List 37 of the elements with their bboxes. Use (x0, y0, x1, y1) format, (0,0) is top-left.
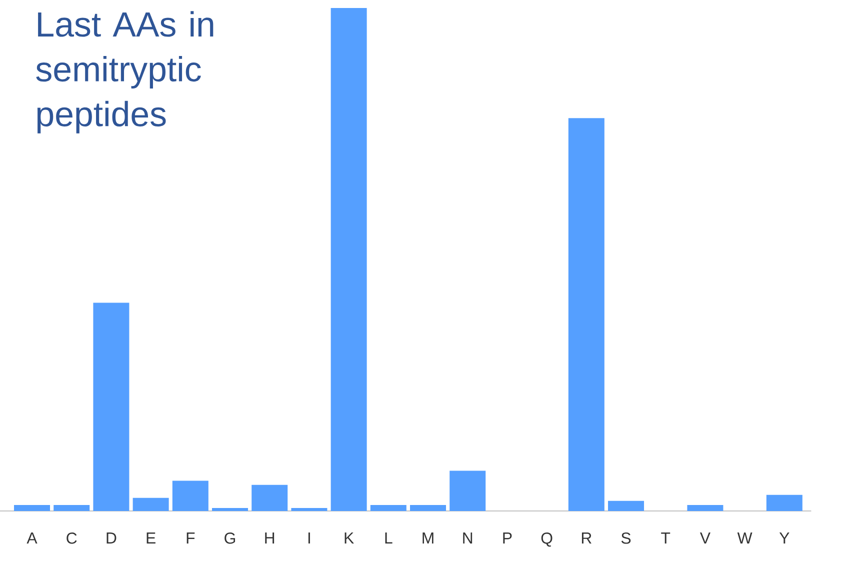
text: Last AAs in semitryptic peptides (36, 11, 214, 134)
x-tick-label: D (106, 532, 116, 544)
bar (410, 504, 446, 511)
bar (687, 504, 724, 511)
x-tick-label: G (224, 532, 236, 544)
bar (450, 470, 486, 511)
bar (252, 484, 288, 511)
x-tick-label: Y (779, 532, 790, 544)
bar (330, 8, 367, 511)
bar (93, 302, 130, 511)
bar (370, 504, 406, 511)
x-tick-label: S (621, 532, 631, 544)
x-tick-label: K (344, 532, 354, 544)
bar (14, 504, 50, 511)
x-tick-label: C (66, 532, 77, 544)
x-tick-label: T (661, 532, 670, 544)
x-tick-label: R (582, 532, 592, 544)
x-tick-label: W (737, 532, 752, 544)
x-tick-label: E (146, 532, 156, 544)
x-tick-label: I (308, 532, 310, 544)
bar (568, 118, 604, 511)
x-tick-label: P (503, 532, 512, 544)
bar (766, 494, 802, 511)
bar (608, 500, 644, 511)
bar (212, 508, 248, 511)
x-tick-label: V (700, 532, 710, 544)
x-tick-label: Q (541, 532, 552, 547)
x-tick-label: L (385, 532, 392, 544)
bar (54, 504, 90, 511)
x-tick-label: M (422, 532, 434, 544)
x-tick-label: F (186, 532, 195, 544)
x-tick-label: N (463, 532, 472, 544)
bar (291, 508, 328, 511)
x-tick-label: A (26, 532, 38, 544)
bar (132, 498, 169, 511)
x-tick-label: H (265, 532, 274, 544)
bar (172, 480, 208, 511)
